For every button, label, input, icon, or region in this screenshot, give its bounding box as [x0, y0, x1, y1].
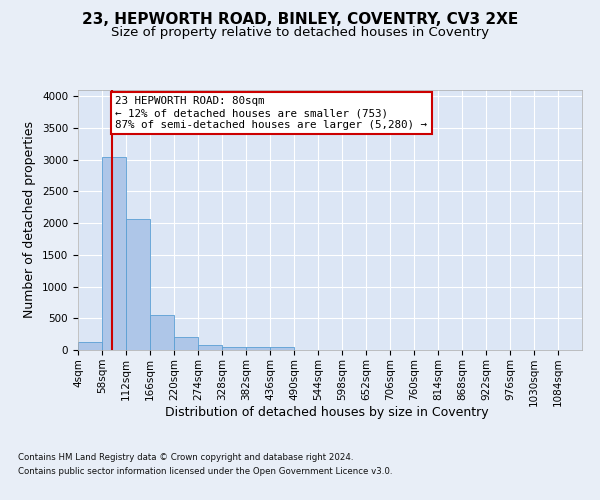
Bar — [222, 346, 246, 350]
Bar — [102, 157, 126, 350]
Text: Distribution of detached houses by size in Coventry: Distribution of detached houses by size … — [165, 406, 489, 419]
Bar — [150, 315, 174, 350]
Text: Contains public sector information licensed under the Open Government Licence v3: Contains public sector information licen… — [18, 467, 392, 476]
Text: Contains HM Land Registry data © Crown copyright and database right 2024.: Contains HM Land Registry data © Crown c… — [18, 454, 353, 462]
Text: Size of property relative to detached houses in Coventry: Size of property relative to detached ho… — [111, 26, 489, 39]
Bar — [78, 342, 102, 350]
Bar — [174, 338, 198, 350]
Bar — [198, 345, 222, 350]
Bar — [126, 220, 150, 350]
Text: 23, HEPWORTH ROAD, BINLEY, COVENTRY, CV3 2XE: 23, HEPWORTH ROAD, BINLEY, COVENTRY, CV3… — [82, 12, 518, 28]
Bar — [246, 348, 270, 350]
Bar — [270, 347, 294, 350]
Y-axis label: Number of detached properties: Number of detached properties — [23, 122, 37, 318]
Text: 23 HEPWORTH ROAD: 80sqm
← 12% of detached houses are smaller (753)
87% of semi-d: 23 HEPWORTH ROAD: 80sqm ← 12% of detache… — [115, 96, 427, 130]
